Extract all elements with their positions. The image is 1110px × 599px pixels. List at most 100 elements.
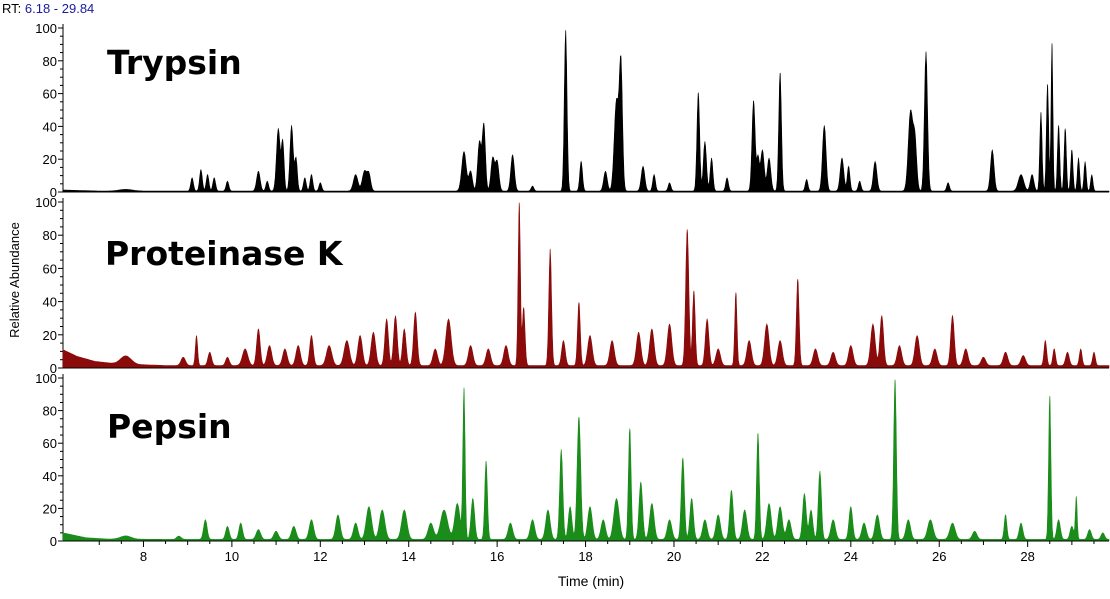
peak-point xyxy=(505,348,506,349)
peak-point xyxy=(448,321,449,322)
x-tick-label: 12 xyxy=(313,549,327,564)
y-tick-label: 80 xyxy=(43,54,57,69)
peak-point xyxy=(1040,113,1041,114)
rt-prefix: RT: xyxy=(2,1,22,16)
peak-point xyxy=(948,183,949,184)
peak-point xyxy=(472,500,473,501)
peak-point xyxy=(616,500,617,501)
peak-point xyxy=(638,334,639,335)
peak-point xyxy=(899,348,900,349)
peak-point xyxy=(848,167,849,168)
peak-point xyxy=(205,521,206,522)
peak-point xyxy=(769,505,770,506)
peak-point xyxy=(519,205,520,206)
peak-point xyxy=(925,52,926,53)
peak-point xyxy=(1051,44,1052,45)
peak-point xyxy=(780,73,781,74)
peak-point xyxy=(872,326,873,327)
peak-point xyxy=(731,492,732,493)
peak-point xyxy=(769,159,770,160)
peak-point xyxy=(815,351,816,352)
peak-point xyxy=(780,343,781,344)
peak-point xyxy=(1102,534,1103,535)
peak-point xyxy=(908,521,909,522)
panel-proteinase-k: 0 20 40 60 80 100 Proteinase K xyxy=(35,195,1110,376)
peak-point xyxy=(682,459,683,460)
peak-point xyxy=(304,178,305,179)
peak-point xyxy=(492,159,493,160)
peak-point xyxy=(762,151,763,152)
peak-point xyxy=(612,343,613,344)
peak-point xyxy=(125,537,126,538)
peak-point xyxy=(435,351,436,352)
peak-point xyxy=(753,101,754,102)
peak-point xyxy=(276,532,277,533)
peak-point xyxy=(895,381,896,382)
peak-point xyxy=(1005,516,1006,517)
peak-point xyxy=(483,126,484,127)
peak-point xyxy=(704,142,705,143)
peak-point xyxy=(1067,354,1068,355)
peak-point xyxy=(930,521,931,522)
peak-point xyxy=(258,531,259,532)
peak-point xyxy=(227,182,228,183)
peak-point xyxy=(125,359,126,360)
peak-point xyxy=(320,183,321,184)
peak-point xyxy=(881,318,882,319)
peak-point xyxy=(1021,524,1022,525)
peak-point xyxy=(914,142,915,143)
peak-point xyxy=(992,151,993,152)
peak-point xyxy=(550,251,551,252)
peak-point xyxy=(207,175,208,176)
peak-point xyxy=(711,159,712,160)
peak-point xyxy=(311,521,312,522)
peak-point xyxy=(512,155,513,156)
peak-point xyxy=(470,172,471,173)
x-tick-label: 14 xyxy=(401,549,415,564)
peak-point xyxy=(1058,521,1059,522)
peak-point xyxy=(214,178,215,179)
peak-point xyxy=(704,521,705,522)
peak-point xyxy=(565,31,566,32)
peak-point xyxy=(1032,175,1033,176)
x-tick-label: 8 xyxy=(140,549,147,564)
peak-point xyxy=(360,338,361,339)
peak-point xyxy=(669,521,670,522)
peak-point xyxy=(415,314,416,315)
peak-point xyxy=(824,126,825,127)
peak-point xyxy=(209,354,210,355)
peak-point xyxy=(282,142,283,143)
y-tick-label: 60 xyxy=(43,87,57,102)
x-tick-label: 20 xyxy=(667,549,681,564)
peak-point xyxy=(284,351,285,352)
peak-point xyxy=(910,113,911,114)
peak-point xyxy=(311,175,312,176)
peak-point xyxy=(605,172,606,173)
peak-point xyxy=(640,483,641,484)
peak-point xyxy=(578,304,579,305)
peak-point xyxy=(258,172,259,173)
peak-point xyxy=(1049,397,1050,398)
peak-point xyxy=(404,331,405,332)
peak-point xyxy=(570,508,571,509)
peak-point xyxy=(337,516,338,517)
y-tick-label: 80 xyxy=(43,404,57,419)
peak-point xyxy=(486,462,487,463)
peak-point xyxy=(718,516,719,517)
peak-point xyxy=(1093,354,1094,355)
peak-point xyxy=(687,231,688,232)
y-tick-label: 20 xyxy=(43,328,57,343)
peak-point xyxy=(532,187,533,188)
peak-point xyxy=(561,451,562,452)
peak-point xyxy=(850,348,851,349)
peak-point xyxy=(355,175,356,176)
peak-point xyxy=(965,351,966,352)
peak-point xyxy=(744,511,745,512)
peak-point xyxy=(457,505,458,506)
y-tick-label: 20 xyxy=(43,501,57,516)
rt-range-value: 6.18 - 29.84 xyxy=(24,1,95,16)
peak-point xyxy=(718,351,719,352)
peak-point xyxy=(1045,343,1046,344)
peak-point xyxy=(463,152,464,153)
